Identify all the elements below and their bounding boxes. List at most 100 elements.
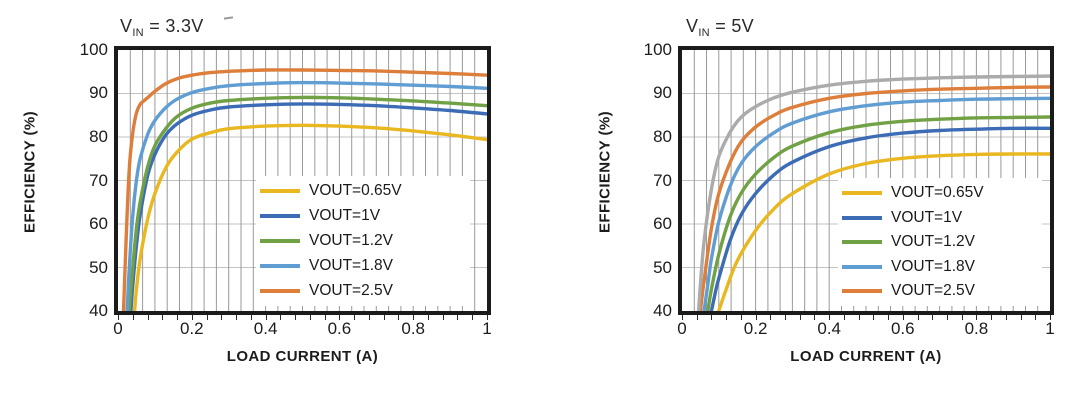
x-tick-label: 0.8 bbox=[964, 319, 989, 338]
y-tick-label: 70 bbox=[653, 170, 672, 190]
title-symbol: V bbox=[686, 16, 699, 36]
legend-item: VOUT=0.65V bbox=[260, 182, 466, 200]
series-line-1 bbox=[129, 102, 487, 311]
x-minor-tick bbox=[383, 315, 385, 320]
x-tick-label: 0 bbox=[677, 319, 687, 338]
x-minor-tick bbox=[991, 315, 993, 320]
legend-label: VOUT=2.5V bbox=[891, 282, 975, 299]
y-tick-label: 60 bbox=[89, 213, 108, 233]
legend-swatch bbox=[842, 191, 882, 195]
plot-area bbox=[114, 46, 491, 315]
x-minor-tick bbox=[147, 315, 149, 320]
y-tick-label: 100 bbox=[643, 40, 672, 59]
x-minor-tick bbox=[265, 315, 267, 320]
x-minor-tick bbox=[961, 315, 963, 320]
chart-title: VIN = 5V bbox=[686, 16, 754, 39]
series-line-3 bbox=[702, 96, 1050, 311]
legend-item: VOUT=1.2V bbox=[842, 233, 1038, 251]
x-tick-label: 0 bbox=[113, 319, 123, 338]
chart-title: VIN = 3.3V bbox=[120, 16, 204, 39]
x-minor-tick bbox=[1050, 315, 1051, 320]
series-line-0 bbox=[717, 152, 1050, 311]
x-minor-tick bbox=[309, 315, 311, 320]
x-minor-tick bbox=[118, 315, 119, 320]
legend-label: VOUT=2.5V bbox=[309, 282, 393, 299]
y-axis-title: EFFICIENCY (%) bbox=[21, 111, 39, 233]
x-minor-tick bbox=[770, 315, 772, 320]
y-tick-label: 60 bbox=[653, 213, 672, 233]
x-tick-label: 0.4 bbox=[253, 319, 278, 338]
x-minor-tick bbox=[785, 315, 787, 320]
x-minor-tick bbox=[206, 315, 208, 320]
legend-label: VOUT=0.65V bbox=[309, 182, 402, 199]
x-tick-label: 0.4 bbox=[817, 319, 842, 338]
series-line-3 bbox=[125, 80, 487, 311]
x-axis-minor-ticks bbox=[682, 315, 1051, 320]
legend-item: VOUT=0.65V bbox=[842, 184, 1038, 202]
y-tick-label: 90 bbox=[653, 83, 672, 103]
title-symbol: V bbox=[120, 16, 133, 36]
x-minor-tick bbox=[1020, 315, 1022, 320]
x-minor-tick bbox=[427, 315, 429, 320]
legend-label: VOUT=1V bbox=[309, 207, 381, 224]
plot-grid-and-series bbox=[682, 50, 1050, 311]
legend-swatch bbox=[260, 289, 300, 293]
x-minor-tick bbox=[162, 315, 164, 320]
x-minor-tick bbox=[829, 315, 831, 320]
x-tick-label: 0.2 bbox=[179, 319, 204, 338]
plot-grid-and-series bbox=[118, 50, 487, 311]
legend-item: VOUT=1.8V bbox=[260, 257, 466, 275]
stray-mark bbox=[223, 16, 234, 20]
x-minor-tick bbox=[250, 315, 252, 320]
x-minor-tick bbox=[902, 315, 904, 320]
x-minor-tick bbox=[236, 315, 238, 320]
x-minor-tick bbox=[191, 315, 193, 320]
x-minor-tick bbox=[413, 315, 415, 320]
x-minor-tick bbox=[354, 315, 356, 320]
legend-item: VOUT=2.5V bbox=[842, 282, 1038, 300]
title-subscript: IN bbox=[132, 27, 144, 39]
legend-swatch bbox=[842, 215, 882, 220]
title-value: = 5V bbox=[709, 16, 754, 36]
legend-label: VOUT=1.2V bbox=[309, 232, 393, 249]
x-axis-tick-labels: 0 0.2 0.4 0.6 0.8 1 bbox=[113, 319, 491, 339]
legend-swatch bbox=[260, 214, 300, 218]
legend-swatch bbox=[842, 264, 882, 269]
x-minor-tick bbox=[858, 315, 860, 320]
x-axis-title: LOAD CURRENT (A) bbox=[790, 348, 942, 365]
y-tick-label: 80 bbox=[89, 126, 108, 146]
series-line-0 bbox=[132, 123, 487, 311]
efficiency-chart-vin-5v: VIN = 5V EFFICIENCY (%) 100 90 80 70 60 50 40 … bbox=[540, 0, 1079, 409]
x-minor-tick bbox=[1005, 315, 1007, 320]
y-tick-label: 50 bbox=[653, 257, 672, 277]
legend-label: VOUT=1.8V bbox=[309, 257, 393, 274]
y-axis-tick-labels: 100 90 80 70 60 50 40 bbox=[56, 41, 108, 320]
series-svg bbox=[121, 68, 487, 311]
title-subscript: IN bbox=[698, 27, 710, 39]
x-minor-tick bbox=[888, 315, 890, 320]
series-line-4 bbox=[121, 68, 487, 311]
x-minor-tick bbox=[1035, 315, 1037, 320]
legend: VOUT=0.65V VOUT=1V VOUT=1.2V VOUT=1.8V VOUT=… bbox=[838, 178, 1042, 306]
x-minor-tick bbox=[711, 315, 713, 320]
legend-label: VOUT=1.8V bbox=[891, 257, 975, 275]
x-axis-minor-ticks bbox=[118, 315, 488, 320]
x-minor-tick bbox=[740, 315, 742, 320]
x-minor-tick bbox=[696, 315, 698, 320]
x-axis-title: LOAD CURRENT (A) bbox=[226, 348, 379, 365]
legend-item: VOUT=1.8V bbox=[842, 258, 1038, 276]
y-axis-tick-labels: 100 90 80 70 60 50 40 bbox=[620, 41, 672, 320]
y-axis-title: EFFICIENCY (%) bbox=[596, 111, 614, 233]
legend-item: VOUT=2.5V bbox=[260, 282, 466, 300]
x-minor-tick bbox=[398, 315, 400, 320]
x-minor-tick bbox=[472, 315, 474, 320]
y-tick-label: 50 bbox=[89, 257, 108, 277]
x-minor-tick bbox=[324, 315, 326, 320]
series-line-4 bbox=[698, 85, 1050, 311]
legend: VOUT=0.65V VOUT=1V VOUT=1.2V VOUT=1.8V VOUT=… bbox=[256, 176, 470, 306]
x-minor-tick bbox=[221, 315, 223, 320]
plot-area bbox=[678, 46, 1054, 315]
x-tick-label: 1 bbox=[1045, 319, 1055, 338]
legend-label: VOUT=1V bbox=[891, 208, 963, 226]
